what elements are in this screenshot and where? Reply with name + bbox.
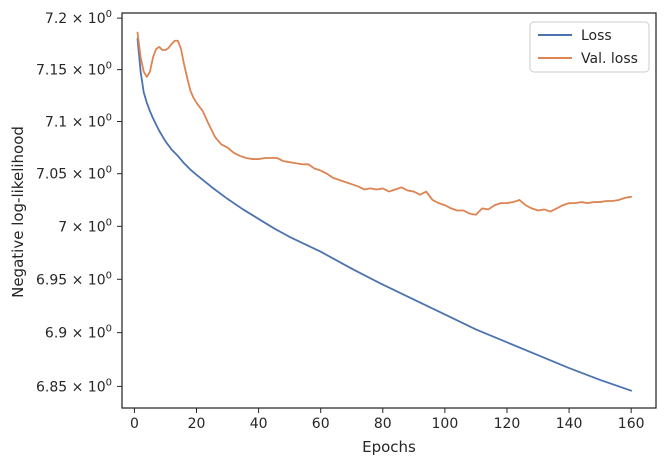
y-tick-label: 7.2 × 100 xyxy=(45,9,112,27)
x-tick-label: 100 xyxy=(432,416,459,432)
x-tick-label: 40 xyxy=(250,416,268,432)
legend-label-val-loss: Val. loss xyxy=(581,51,638,67)
x-tick-label: 60 xyxy=(312,416,330,432)
x-tick-label: 80 xyxy=(374,416,392,432)
axes-layer: 0 20 40 60 80 100 120 140 160 6.85 × 100 6.9 × 100… xyxy=(36,9,657,432)
x-tick-label: 20 xyxy=(188,416,206,432)
series-layer xyxy=(136,31,633,392)
x-tick-label: 120 xyxy=(494,416,521,432)
y-tick-label: 7 × 100 xyxy=(58,217,112,235)
x-tick-label: 160 xyxy=(618,416,645,432)
x-axis-label: Epochs xyxy=(362,438,416,456)
plot-frame xyxy=(121,12,657,409)
y-tick-label: 6.85 × 100 xyxy=(36,377,112,395)
x-tick-label: 0 xyxy=(130,416,139,432)
legend-label-loss: Loss xyxy=(581,28,612,44)
legend: Loss Val. loss xyxy=(529,21,650,73)
y-tick-label: 7.05 × 100 xyxy=(36,165,112,183)
x-tick-label: 140 xyxy=(556,416,583,432)
y-tick-label: 6.9 × 100 xyxy=(45,324,112,342)
series-line-loss xyxy=(136,37,633,392)
y-axis-label: Negative log-likelihood xyxy=(9,126,27,298)
series-line-val-loss xyxy=(136,31,633,216)
y-tick-label: 7.1 × 100 xyxy=(45,112,112,130)
y-tick-label: 6.95 × 100 xyxy=(36,270,112,288)
y-tick-label: 7.15 × 100 xyxy=(36,61,112,79)
